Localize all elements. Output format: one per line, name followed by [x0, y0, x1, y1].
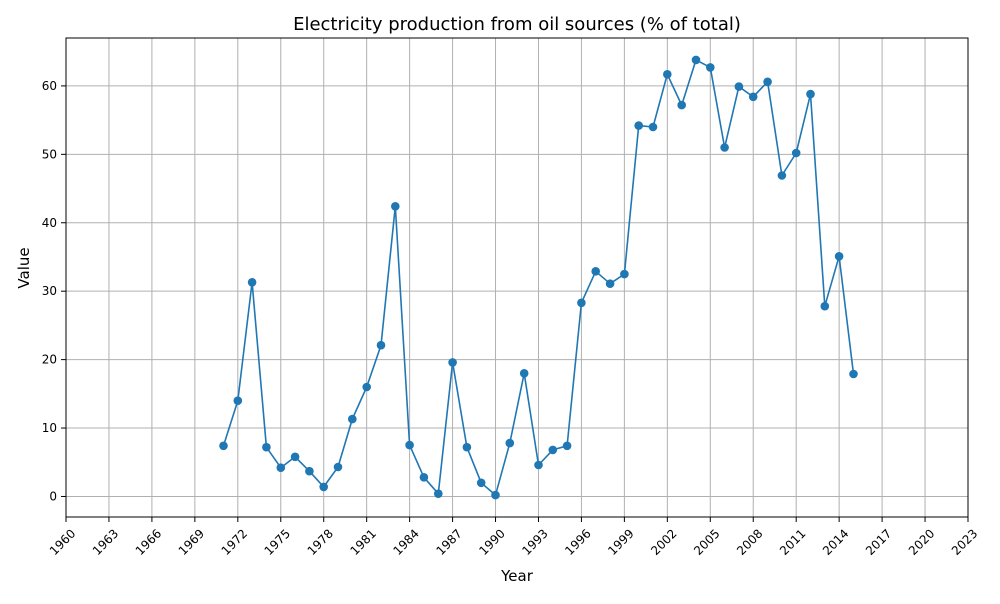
data-point — [677, 100, 686, 110]
data-point — [820, 301, 830, 311]
data-point — [448, 358, 457, 367]
data-point — [620, 269, 629, 279]
data-point — [405, 440, 414, 450]
data-point — [376, 340, 386, 350]
data-point — [276, 463, 286, 473]
x-tick-label: 2005 — [691, 526, 722, 557]
data-point — [362, 382, 372, 392]
data-point — [834, 251, 844, 261]
data-point — [219, 441, 228, 451]
data-point — [648, 122, 658, 132]
data-point — [634, 121, 643, 130]
data-point — [391, 202, 400, 211]
x-tick-label: 2011 — [777, 526, 808, 557]
data-point — [419, 473, 429, 482]
data-point — [233, 396, 243, 406]
data-point — [247, 278, 257, 287]
x-tick-label: 2014 — [820, 526, 851, 557]
data-point — [348, 414, 357, 424]
data-point — [591, 267, 600, 276]
data-point — [734, 82, 744, 91]
chart-title: Electricity production from oil sources … — [293, 14, 741, 35]
series-layer — [219, 55, 858, 500]
plot-frame — [65, 37, 969, 518]
data-point — [534, 460, 543, 470]
data-point — [333, 462, 343, 472]
data-point — [849, 369, 858, 379]
data-point — [577, 298, 586, 308]
data-point — [806, 89, 815, 99]
x-tick-label: 1987 — [433, 526, 464, 557]
y-tick-label: 60 — [42, 79, 57, 93]
data-point — [319, 482, 329, 492]
x-tick-label: 2020 — [906, 526, 937, 557]
x-tick-label: 1999 — [605, 526, 636, 557]
data-point — [290, 452, 300, 462]
x-axis-ticks: 1960 1963 1966 1969 1972 1975 1978 1981 1984 1987… — [47, 517, 980, 558]
data-point — [519, 369, 529, 378]
x-tick-label: 2023 — [949, 526, 980, 557]
data-point — [262, 442, 271, 452]
data-point — [763, 77, 772, 87]
x-tick-label: 2008 — [734, 526, 765, 557]
data-point — [706, 63, 715, 72]
data-point — [434, 489, 443, 499]
data-point — [548, 445, 558, 455]
x-tick-label: 1963 — [90, 526, 121, 557]
x-tick-label: 1996 — [562, 526, 593, 557]
data-point — [691, 55, 701, 65]
data-point — [505, 438, 515, 448]
data-point — [462, 442, 472, 452]
x-tick-label: 2017 — [863, 526, 894, 557]
x-tick-label: 1981 — [348, 526, 379, 557]
x-axis-label: Year — [500, 567, 534, 585]
data-point — [748, 92, 758, 102]
x-tick-label: 1990 — [476, 526, 507, 557]
data-point — [491, 490, 500, 500]
x-tick-label: 1984 — [390, 526, 421, 557]
data-point — [605, 279, 615, 289]
y-tick-label: 20 — [42, 353, 57, 367]
x-tick-label: 1960 — [47, 526, 78, 557]
x-tick-label: 1969 — [176, 526, 207, 557]
data-point — [791, 148, 801, 158]
x-tick-label: 1966 — [133, 526, 164, 557]
data-point — [777, 171, 787, 180]
x-tick-label: 1975 — [262, 526, 293, 557]
x-tick-label: 1972 — [219, 526, 250, 557]
y-tick-label: 30 — [42, 284, 57, 298]
data-point — [305, 466, 314, 476]
y-tick-label: 10 — [42, 421, 57, 435]
x-tick-label: 1993 — [519, 526, 550, 557]
y-axis-ticks: 0 10 20 30 40 50 60 — [42, 79, 66, 503]
x-tick-label: 2002 — [648, 526, 679, 557]
data-point — [562, 441, 572, 451]
y-axis-label: Value — [15, 247, 33, 288]
data-point — [663, 70, 672, 79]
data-point — [476, 478, 486, 488]
y-tick-label: 0 — [49, 489, 57, 503]
data-point — [720, 143, 729, 152]
y-tick-label: 40 — [42, 216, 57, 230]
y-tick-label: 50 — [42, 147, 57, 161]
x-tick-label: 1978 — [305, 526, 336, 557]
